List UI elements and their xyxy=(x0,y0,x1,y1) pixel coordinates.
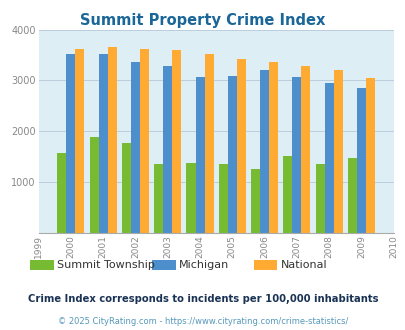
Text: Michigan: Michigan xyxy=(179,260,229,270)
Text: National: National xyxy=(280,260,326,270)
Bar xyxy=(186,163,195,233)
Bar xyxy=(98,54,107,233)
Bar xyxy=(163,66,172,233)
Bar xyxy=(90,137,98,233)
Bar xyxy=(260,70,269,233)
Bar xyxy=(204,54,213,233)
Bar xyxy=(122,143,130,233)
Bar xyxy=(356,88,365,233)
Bar xyxy=(283,156,292,233)
Text: © 2025 CityRating.com - https://www.cityrating.com/crime-statistics/: © 2025 CityRating.com - https://www.city… xyxy=(58,317,347,326)
Bar xyxy=(172,50,181,233)
Bar xyxy=(365,78,374,233)
Bar xyxy=(324,83,333,233)
Bar xyxy=(195,77,204,233)
Bar xyxy=(140,49,149,233)
Bar xyxy=(301,66,310,233)
Bar xyxy=(292,77,301,233)
Bar xyxy=(315,164,324,233)
Bar xyxy=(66,53,75,233)
Bar xyxy=(107,48,116,233)
Bar xyxy=(269,62,277,233)
Bar xyxy=(347,157,356,233)
Bar xyxy=(75,49,84,233)
Bar xyxy=(236,59,245,233)
Bar xyxy=(333,70,342,233)
Text: Summit Township: Summit Township xyxy=(57,260,155,270)
Text: Summit Property Crime Index: Summit Property Crime Index xyxy=(80,13,325,27)
Bar xyxy=(250,169,260,233)
Bar xyxy=(154,164,163,233)
Text: Crime Index corresponds to incidents per 100,000 inhabitants: Crime Index corresponds to incidents per… xyxy=(28,294,377,304)
Bar xyxy=(227,76,236,233)
Bar xyxy=(218,164,227,233)
Bar xyxy=(57,153,66,233)
Bar xyxy=(131,62,140,233)
